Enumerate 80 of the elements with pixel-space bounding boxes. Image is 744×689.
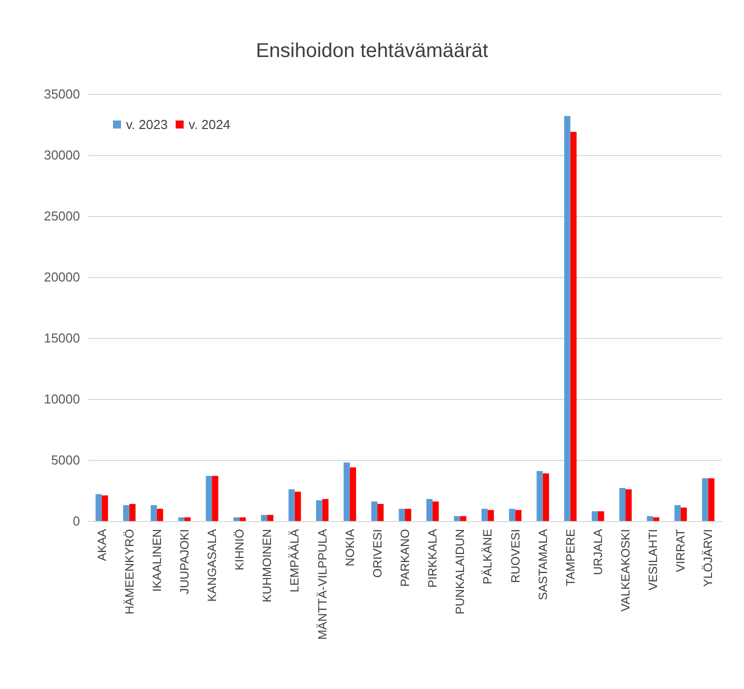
x-tick-label: NOKIA — [342, 529, 357, 566]
x-tick-label: PARKANO — [398, 529, 412, 587]
x-tick-label: MÄNTTÄ-VILPPULA — [315, 529, 330, 640]
bar — [102, 495, 108, 521]
bar — [96, 494, 102, 521]
bar — [129, 504, 136, 521]
y-tick-label: 0 — [72, 514, 80, 528]
bar — [398, 508, 405, 521]
bar — [598, 511, 604, 521]
x-tick-label: KUHMOINEN — [260, 529, 274, 602]
bar — [288, 489, 295, 521]
bar — [350, 467, 356, 521]
bar — [426, 499, 433, 521]
bar — [592, 511, 598, 521]
bar — [344, 462, 350, 521]
bar — [460, 516, 466, 521]
x-tick-label: ORIVESI — [370, 529, 384, 578]
bar — [316, 500, 322, 521]
y-tick-label: 5000 — [51, 452, 80, 468]
x-tick-label: YLÖJÄRVI — [701, 529, 716, 587]
x-tick-label: IKAALINEN — [150, 529, 164, 592]
bar — [432, 501, 439, 521]
bar — [653, 517, 660, 521]
bar — [184, 517, 191, 521]
bar — [542, 473, 550, 521]
bar — [708, 478, 714, 521]
bar — [509, 508, 516, 521]
bar — [488, 510, 494, 521]
legend-label: v. 2024 — [188, 117, 230, 132]
x-tick-label: PIRKKALA — [426, 529, 440, 588]
bar — [212, 476, 218, 521]
x-tick-label: AKAA — [94, 529, 109, 562]
x-tick-label: HÄMEENKYRÖ — [122, 529, 136, 614]
bar — [371, 501, 378, 521]
x-tick-label: VIRRAT — [674, 528, 688, 572]
x-tick-label: TAMPERE — [563, 529, 578, 586]
x-tick-label: RUOVESI — [508, 529, 522, 584]
bar — [674, 505, 681, 521]
bar — [240, 517, 246, 521]
bar — [454, 516, 460, 521]
bar — [294, 492, 301, 521]
x-tick-label: KIHNIÖ — [232, 529, 247, 570]
bar — [178, 517, 184, 521]
x-tick-label: VALKEAKOSKI — [618, 529, 633, 612]
bar — [515, 510, 522, 521]
bar — [206, 476, 212, 521]
y-tick-label: 35000 — [44, 86, 80, 102]
bar — [702, 478, 708, 521]
bar — [405, 508, 412, 521]
bar — [123, 505, 130, 521]
x-tick-label: VESILAHTI — [646, 529, 660, 590]
bar — [680, 508, 687, 521]
bar — [481, 508, 488, 521]
x-tick-label: URJALA — [590, 529, 605, 576]
bar — [564, 116, 570, 521]
chart-title: Ensihoidon tehtävämäärät — [256, 40, 489, 62]
bar — [377, 504, 384, 521]
bar — [626, 489, 632, 521]
bar — [619, 488, 626, 521]
legend-label: v. 2023 — [126, 117, 168, 132]
y-tick-label: 25000 — [44, 208, 80, 224]
bar — [233, 517, 240, 521]
x-tick-label: JUUPAJOKI — [177, 529, 192, 594]
bar — [267, 514, 274, 521]
bar — [150, 505, 157, 521]
y-tick-label: 10000 — [44, 392, 80, 406]
y-tick-label: 20000 — [44, 270, 80, 284]
bar — [570, 132, 577, 521]
x-tick-label: SASTAMALA — [536, 529, 550, 600]
x-tick-label: LEMPÄÄLÄ — [288, 529, 302, 592]
x-tick-label: PÄLKÄNE — [480, 529, 495, 584]
bar — [156, 508, 164, 521]
bar — [260, 514, 268, 521]
y-tick-label: 15000 — [44, 330, 80, 346]
x-tick-label: KANGASALA — [205, 529, 220, 602]
bar — [322, 499, 329, 521]
bar — [646, 516, 654, 521]
x-tick-label: PUNKALAIDUN — [453, 529, 468, 614]
y-tick-label: 30000 — [44, 148, 80, 162]
bar — [536, 470, 543, 521]
